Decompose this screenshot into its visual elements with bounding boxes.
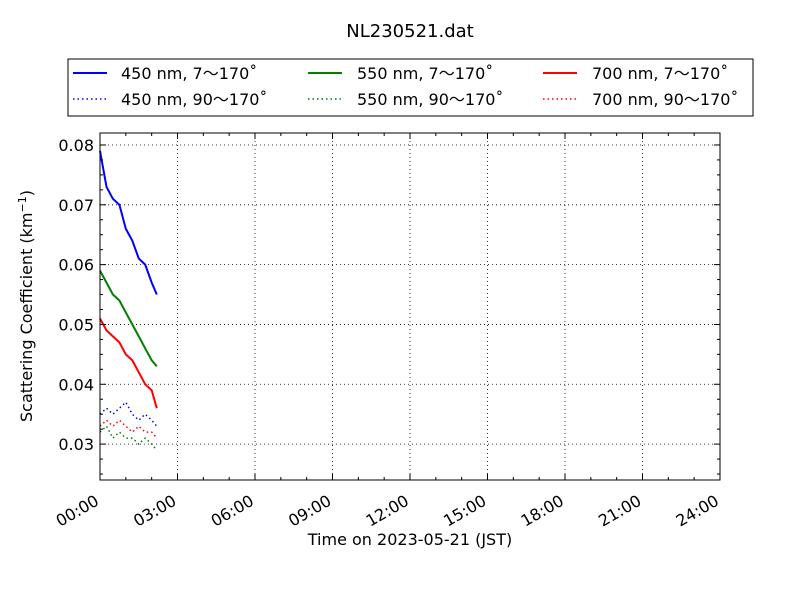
- chart-title: NL230521.dat: [346, 21, 473, 42]
- y-tick-label: 0.08: [58, 136, 94, 155]
- x-tick-label: 24:00: [673, 491, 722, 531]
- y-axis-label-main: Scattering Coefficient (km: [17, 212, 36, 422]
- y-axis-label: Scattering Coefficient (km−1): [16, 190, 36, 422]
- legend-item-550-full: 550 nm, 7～170˚: [308, 64, 493, 83]
- legend-label: 550 nm, 90～170˚: [357, 90, 503, 109]
- y-tick-label: 0.03: [58, 435, 94, 454]
- legend-label: 550 nm, 7～170˚: [357, 64, 493, 83]
- series-line-2: [99, 270, 158, 367]
- legend-label: 700 nm, 90～170˚: [592, 90, 738, 109]
- x-tick-label: 06:00: [208, 491, 257, 531]
- series-line-0: [99, 150, 158, 295]
- axis-ticks: [99, 133, 721, 480]
- y-tick-label: 0.05: [58, 315, 94, 334]
- series-group: [99, 150, 158, 451]
- x-tick-label: 03:00: [130, 491, 179, 531]
- grid: [99, 133, 721, 480]
- legend-label: 700 nm, 7～170˚: [592, 64, 728, 83]
- legend-item-450-back: 450 nm, 90～170˚: [73, 90, 267, 109]
- x-tick-label: 00:00: [53, 491, 102, 531]
- x-tick-label: 12:00: [363, 491, 412, 531]
- legend-item-450-full: 450 nm, 7～170˚: [73, 64, 257, 83]
- x-tick-labels: 00:00 03:00 06:00 09:00 12:00 15:00 18:00 21:00…: [53, 491, 722, 531]
- y-axis-label-suffix: ): [17, 190, 36, 196]
- legend-label: 450 nm, 90～170˚: [121, 90, 267, 109]
- series-line-3: [99, 424, 158, 451]
- x-tick-label: 15:00: [440, 491, 489, 531]
- x-tick-label: 18:00: [518, 491, 567, 531]
- legend-item-700-full: 700 nm, 7～170˚: [543, 64, 728, 83]
- legend-label: 450 nm, 7～170˚: [121, 64, 257, 83]
- x-tick-label: 09:00: [285, 491, 334, 531]
- x-axis-label: Time on 2023-05-21 (JST): [307, 530, 512, 549]
- legend-item-550-back: 550 nm, 90～170˚: [308, 90, 503, 109]
- x-tick-label: 21:00: [595, 491, 644, 531]
- y-tick-label: 0.04: [58, 375, 94, 394]
- legend: 450 nm, 7～170˚ 450 nm, 90～170˚ 550 nm, 7…: [67, 58, 754, 117]
- legend-item-700-back: 700 nm, 90～170˚: [543, 90, 738, 109]
- y-tick-labels: 0.03 0.04 0.05 0.06 0.07 0.08: [58, 136, 94, 454]
- y-axis-label-exponent: −1: [16, 196, 29, 212]
- y-tick-label: 0.06: [58, 256, 94, 275]
- series-line-1: [99, 400, 158, 427]
- y-tick-label: 0.07: [58, 196, 94, 215]
- series-line-4: [99, 318, 158, 409]
- legend-box: [67, 58, 754, 117]
- series-line-5: [99, 419, 158, 439]
